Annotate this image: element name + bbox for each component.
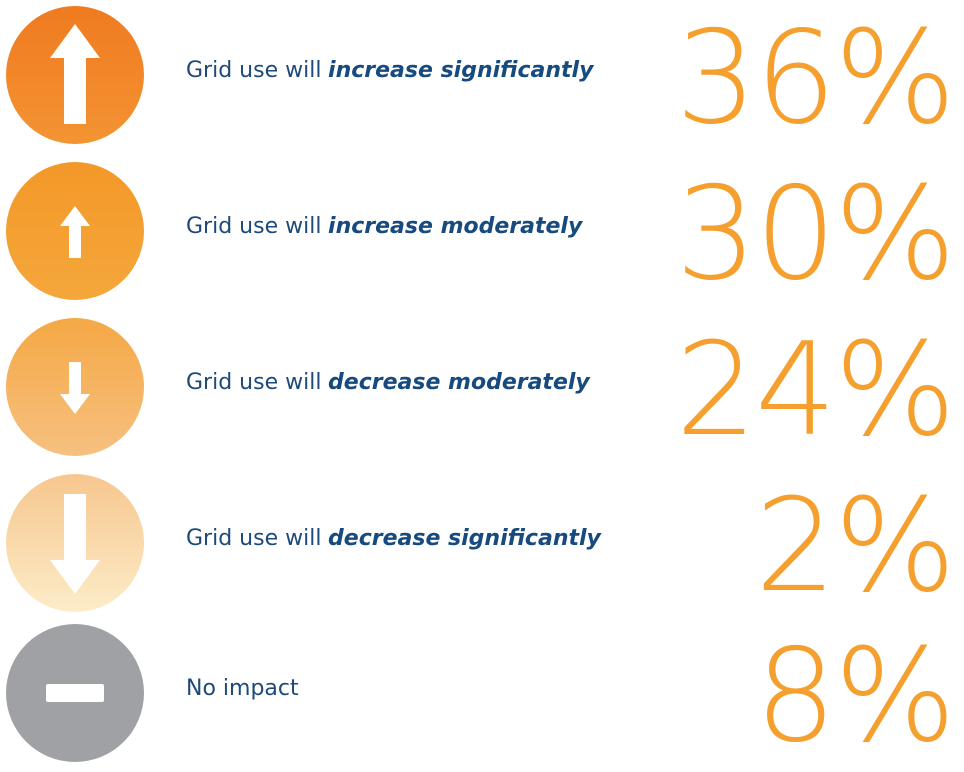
value: 8% [754,622,956,771]
label: Grid use will decrease moderately [186,370,590,395]
icon [6,624,144,762]
prefix: Grid use will [186,370,322,395]
row: Grid use will decrease significantly 2% [0,468,964,621]
icon [6,162,144,300]
row: Grid use will increase significantly 36% [0,0,964,153]
label: Grid use will decrease significantly [186,526,601,551]
label: Grid use will increase moderately [186,214,582,239]
icon [6,318,144,456]
prefix: No impact [186,676,299,701]
label: No impact [186,676,299,701]
prefix: Grid use will [186,526,322,551]
emphasis: increase moderately [328,214,583,239]
value: 24% [675,316,956,465]
emphasis: decrease significantly [328,526,601,551]
row: Grid use will decrease moderately 24% [0,312,964,465]
emphasis: increase significantly [328,58,594,83]
row: Grid use will increase moderately 30% [0,156,964,309]
label: Grid use will increase significantly [186,58,593,83]
icon [6,6,144,144]
row: No impact 8% [0,618,964,771]
value: 2% [754,472,956,621]
value: 36% [675,4,956,153]
icon [6,474,144,612]
prefix: Grid use will [186,214,322,239]
value: 30% [675,160,956,309]
prefix: Grid use will [186,58,322,83]
emphasis: decrease moderately [328,370,590,395]
